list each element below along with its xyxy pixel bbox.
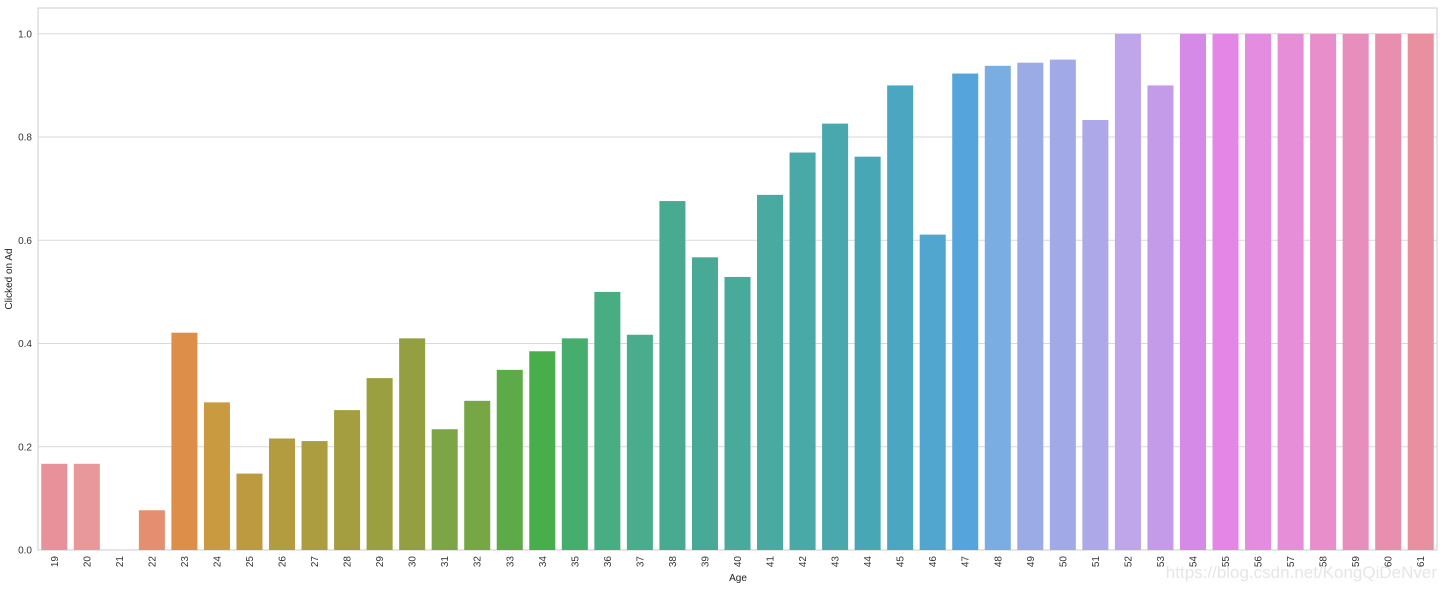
x-tick-label: 38 [668,556,679,568]
bar-age-31 [431,429,458,550]
x-tick-label: 41 [766,556,777,568]
bar-age-52 [1114,33,1141,551]
bar-age-48 [984,65,1011,551]
bar-age-39 [691,257,718,550]
bar-age-25 [236,473,263,550]
y-tick-label: 0.2 [18,442,32,453]
y-tick-labels: 0.0 0.2 0.4 0.6 0.8 1.0 [18,29,32,556]
x-tick-label: 49 [1026,556,1037,568]
bar-age-43 [822,123,849,551]
x-tick-label: 54 [1188,556,1199,568]
y-tick-label: 1.0 [18,29,32,40]
bar-age-53 [1147,85,1174,550]
bar-age-55 [1212,33,1239,551]
x-tick-label: 56 [1254,556,1265,568]
bar-age-33 [496,369,523,550]
x-tick-label: 23 [180,556,191,568]
y-axis-label: Clicked on Ad [4,248,15,309]
bar-age-30 [399,338,426,550]
y-tick-label: 0.0 [18,546,32,557]
y-tick-label: 0.4 [18,339,32,350]
x-tick-label: 52 [1123,556,1134,568]
x-tick-label: 44 [863,556,874,568]
bar-age-22 [138,510,165,550]
bar-age-38 [659,201,686,550]
bar-age-28 [334,410,361,550]
x-tick-label: 27 [310,556,321,568]
x-tick-label: 45 [896,556,907,568]
x-tick-label: 21 [115,556,126,568]
x-tick-label: 46 [928,556,939,568]
x-tick-label: 37 [635,556,646,568]
x-tick-label: 59 [1351,556,1362,568]
bar-age-45 [887,85,914,550]
x-tick-label: 19 [50,556,61,568]
bar-age-29 [366,378,393,550]
x-tick-label: 36 [603,556,614,568]
bar-age-40 [724,276,751,550]
x-tick-label: 20 [82,556,93,568]
x-tick-label: 30 [408,556,419,568]
bar-age-42 [789,152,816,551]
bars [41,33,1434,551]
bar-age-26 [268,438,296,550]
bar-age-37 [626,334,653,550]
bar-age-24 [203,402,230,550]
x-tick-label: 28 [343,556,354,568]
x-tick-label: 43 [831,556,842,568]
x-tick-label: 24 [212,556,223,568]
x-tick-label: 53 [1156,556,1167,568]
x-tick-label: 32 [473,556,484,568]
bar-age-57 [1277,33,1304,551]
x-tick-label: 60 [1384,556,1395,568]
x-tick-label: 35 [570,556,581,568]
x-tick-label: 57 [1286,556,1297,568]
x-tick-label: 48 [993,556,1004,568]
x-tick-label: 58 [1319,556,1330,568]
x-tick-label: 47 [961,556,972,568]
bar-age-41 [757,194,784,550]
x-tick-label: 50 [1058,556,1069,568]
bar-age-59 [1342,33,1369,551]
bar-age-34 [529,351,556,550]
x-tick-label: 55 [1221,556,1232,568]
x-tick-label: 22 [147,556,158,568]
x-tick-label: 31 [440,556,451,568]
bar-age-58 [1310,33,1337,551]
bar-age-56 [1245,33,1272,551]
x-tick-label: 61 [1416,556,1427,568]
x-tick-label: 26 [278,556,289,568]
bar-age-23 [171,332,198,550]
x-axis-label: Age [729,573,747,584]
bar-age-32 [464,400,491,550]
watermark-text: https://blog.csdn.net/KongQiDeNver [1165,563,1437,582]
bar-age-27 [301,441,328,550]
bar-age-19 [41,463,68,550]
x-tick-label: 42 [798,556,809,568]
y-tick-label: 0.6 [18,236,32,247]
x-tick-label: 29 [375,556,386,568]
bar-age-36 [594,291,621,550]
bar-age-61 [1407,33,1434,551]
x-tick-labels: 19 20 21 22 23 24 25 26 27 28 29 30 31 32 33 34 35 36 37 38… [50,556,1427,568]
bar-age-20 [73,463,100,550]
bar-age-60 [1375,33,1402,551]
x-tick-label: 33 [505,556,516,568]
bar-age-49 [1017,62,1044,551]
y-tick-label: 0.8 [18,133,32,144]
x-tick-label: 39 [700,556,711,568]
x-tick-label: 40 [733,556,744,568]
bar-age-35 [561,338,588,550]
bar-age-54 [1179,33,1207,551]
bar-age-51 [1082,120,1109,550]
bar-age-46 [919,234,946,551]
x-tick-label: 25 [245,556,256,568]
bar-age-50 [1049,59,1076,550]
x-tick-label: 34 [538,556,549,568]
bar-age-44 [854,156,881,551]
bar-age-47 [952,73,979,551]
x-tick-label: 51 [1091,556,1102,568]
